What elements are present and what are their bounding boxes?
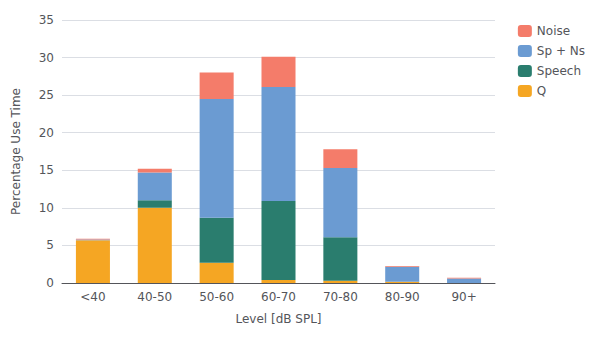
svg-text:<40: <40 — [80, 290, 105, 304]
svg-text:30: 30 — [39, 51, 54, 65]
svg-text:40-50: 40-50 — [137, 290, 172, 304]
svg-text:25: 25 — [39, 88, 54, 102]
svg-text:5: 5 — [46, 238, 54, 252]
svg-text:0: 0 — [46, 276, 54, 290]
svg-text:15: 15 — [39, 163, 54, 177]
svg-text:70-80: 70-80 — [323, 290, 358, 304]
svg-text:Noise: Noise — [537, 24, 570, 38]
svg-text:20: 20 — [39, 126, 54, 140]
svg-text:35: 35 — [39, 13, 54, 27]
svg-text:50-60: 50-60 — [199, 290, 234, 304]
svg-text:Percentage Use Time: Percentage Use Time — [9, 88, 23, 215]
svg-text:90+: 90+ — [451, 290, 476, 304]
svg-text:80-90: 80-90 — [385, 290, 420, 304]
svg-text:Q: Q — [537, 84, 546, 98]
svg-text:Speech: Speech — [537, 64, 581, 78]
svg-text:60-70: 60-70 — [261, 290, 296, 304]
svg-text:Level [dB SPL]: Level [dB SPL] — [235, 312, 321, 326]
svg-text:10: 10 — [39, 201, 54, 215]
svg-text:Sp + Ns: Sp + Ns — [537, 44, 585, 58]
